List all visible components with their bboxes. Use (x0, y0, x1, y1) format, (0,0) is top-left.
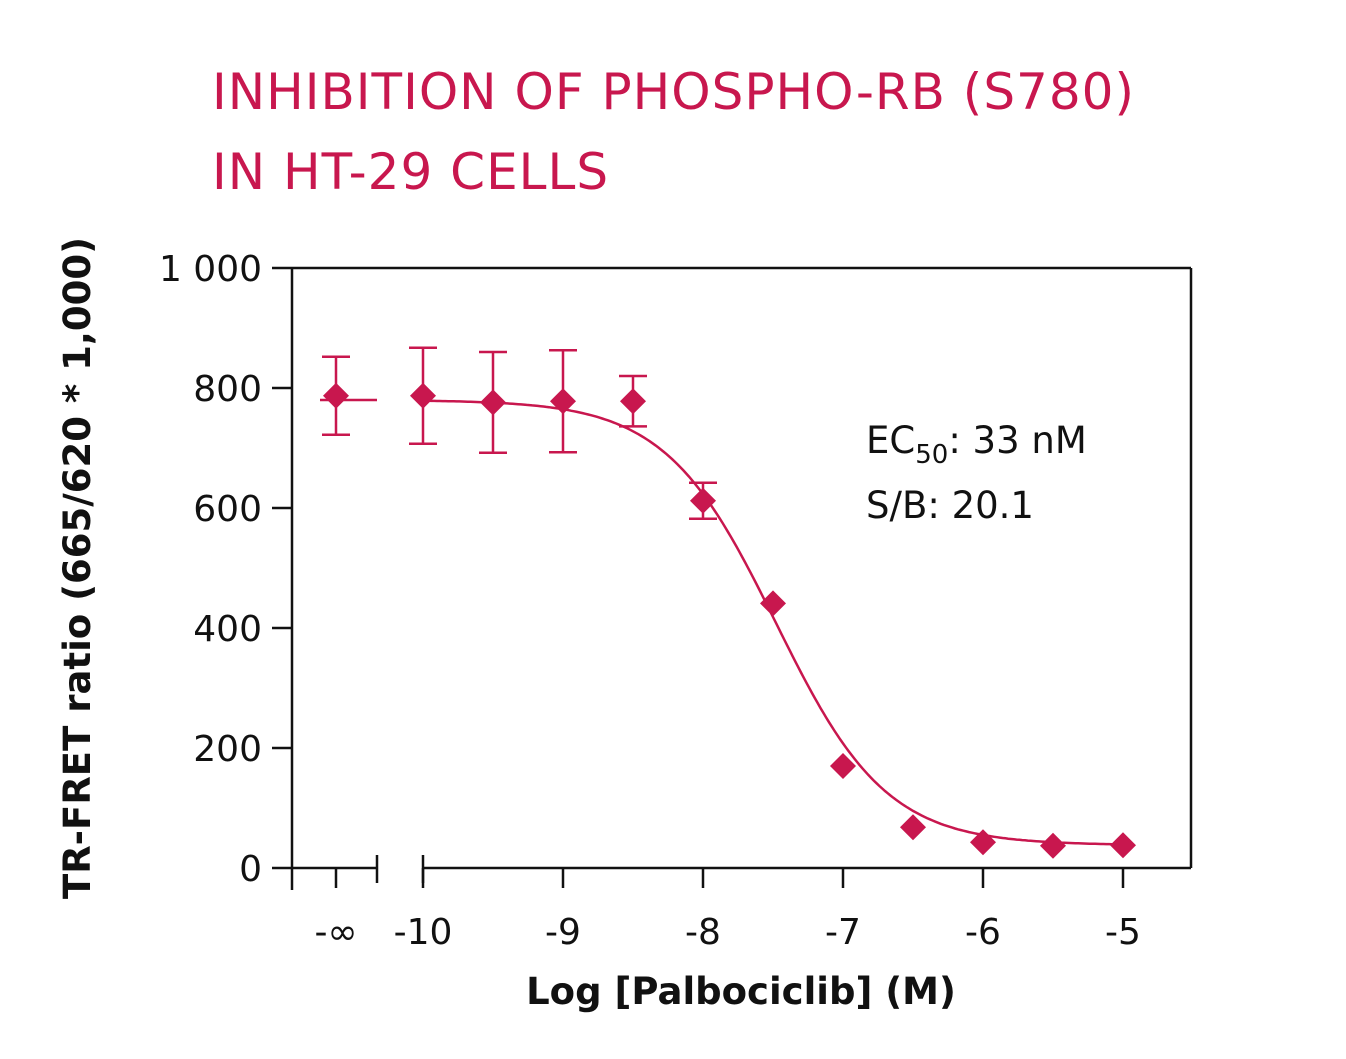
chart-title-line-1: INHIBITION OF PHOSPHO-RB (S780) (212, 63, 1135, 121)
ec50-annotation: EC50: 33 nM (866, 419, 1087, 470)
data-marker-diamond (1110, 832, 1136, 859)
data-point (760, 590, 786, 617)
data-point (1110, 832, 1136, 859)
data-point (409, 346, 437, 446)
data-marker-diamond (410, 382, 436, 409)
data-point (830, 753, 856, 779)
y-tick-label: 1 000 (159, 249, 262, 290)
data-marker-diamond (900, 814, 926, 841)
plot-frame (290, 266, 1193, 890)
fit-curve (423, 399, 1124, 846)
y-axis: 0 200 400 600 800 1 000 (159, 249, 292, 890)
data-point (549, 348, 577, 454)
data-point (322, 355, 350, 437)
sb-annotation: S/B: 20.1 (866, 484, 1034, 527)
x-tick-label: -10 (394, 912, 453, 953)
data-marker-diamond (480, 389, 506, 416)
data-marker-diamond (970, 829, 996, 856)
y-tick-label: 200 (193, 729, 262, 770)
ec50-prefix: EC (866, 419, 915, 462)
data-marker-diamond (830, 753, 856, 779)
data-marker-diamond (620, 388, 646, 415)
y-axis-label: TR-FRET ratio (665/620 * 1,000) (56, 237, 99, 899)
data-point (479, 350, 507, 455)
y-tick-label: 600 (193, 489, 262, 530)
data-point (619, 374, 647, 428)
y-tick-label: 0 (239, 849, 262, 890)
data-points (320, 346, 1136, 859)
x-tick-label: -7 (825, 912, 861, 953)
x-tick-label: -6 (965, 912, 1001, 953)
chart-title: INHIBITION OF PHOSPHO-RB (S780) IN HT-29… (212, 52, 1135, 212)
data-point (689, 481, 717, 521)
data-marker-diamond (1040, 832, 1066, 859)
ec50-value: : 33 nM (948, 419, 1086, 462)
x-tick-label: -5 (1105, 912, 1141, 953)
chart-title-line-2: IN HT-29 CELLS (212, 143, 610, 201)
x-axis-label: Log [Palbociclib] (M) (526, 970, 956, 1013)
x-tick-label: -8 (685, 912, 721, 953)
data-marker-diamond (550, 388, 576, 415)
x-axis: -∞ -10 -9 -8 -7 -6 -5 (315, 868, 1141, 953)
data-point (900, 814, 926, 841)
ec50-subscript: 50 (915, 440, 948, 470)
x-tick-label: -∞ (315, 912, 358, 953)
data-point (1040, 832, 1066, 859)
y-tick-label: 400 (193, 609, 262, 650)
data-marker-diamond (690, 487, 716, 514)
x-tick-label: -9 (545, 912, 581, 953)
data-point (970, 829, 996, 856)
data-marker-diamond (760, 590, 786, 617)
y-tick-label: 800 (193, 369, 262, 410)
data-marker-diamond (323, 382, 349, 409)
